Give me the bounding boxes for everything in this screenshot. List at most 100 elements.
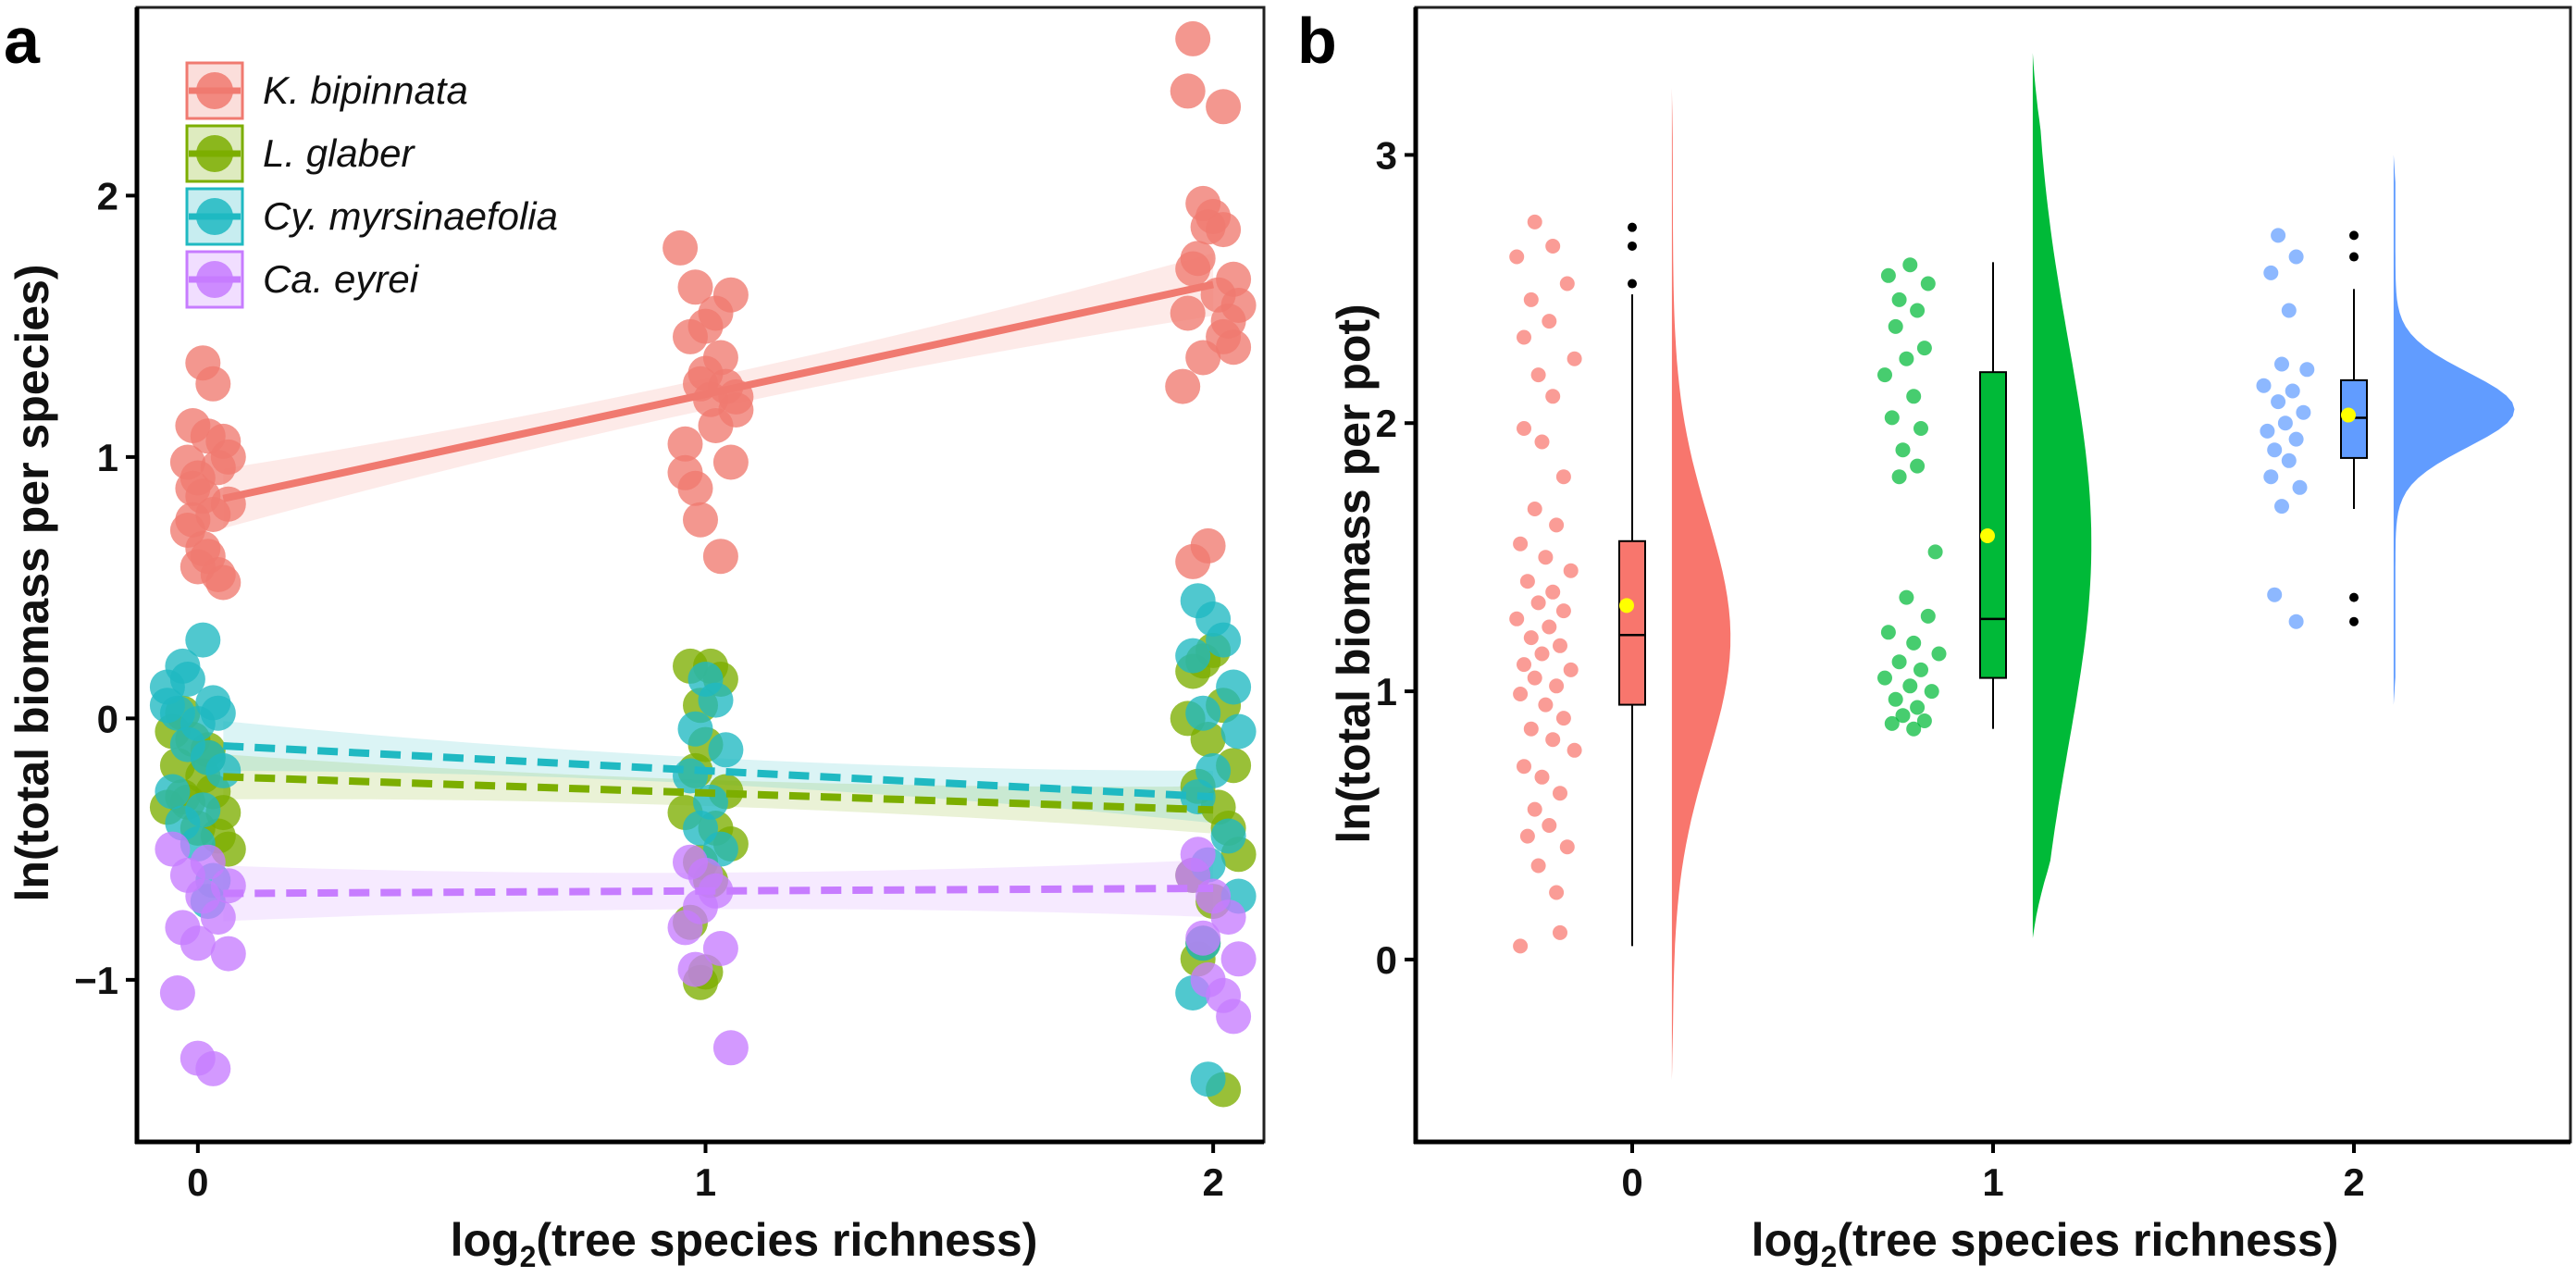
rain-point-0-1: [1545, 239, 1561, 254]
outlier-2-0: [2349, 252, 2359, 262]
point-0-52: [1170, 295, 1206, 331]
point-2-30: [1216, 669, 1252, 705]
panel-b: b 0 1 2 0 1 2 3 ln(total biomass per pot) log2…: [1297, 5, 2572, 1273]
rain-point-1-5: [1888, 318, 1903, 334]
rain-point-2-18: [2267, 587, 2283, 602]
rain-point-1-15: [1927, 544, 1943, 560]
point-3-27: [1216, 998, 1252, 1035]
rain-point-0-17: [1563, 563, 1579, 578]
point-1-35: [1190, 722, 1226, 757]
rain-point-0-45: [1549, 885, 1565, 900]
panel-b-boxplots: [1618, 222, 2368, 947]
point-2-21: [708, 732, 744, 768]
rain-point-2-15: [2263, 469, 2279, 485]
rain-point-0-0: [1527, 214, 1542, 229]
rain-point-0-21: [1555, 603, 1571, 619]
rain-point-2-13: [2267, 442, 2283, 458]
rain-point-0-30: [1549, 678, 1565, 694]
rain-point-1-29: [1916, 713, 1932, 728]
y-tick-label-2: 1: [97, 436, 118, 479]
fit-line-1: [223, 773, 1214, 814]
rain-point-0-19: [1545, 584, 1561, 600]
rain-point-0-43: [1559, 839, 1575, 855]
rain-point-0-15: [1513, 536, 1529, 552]
density-cloud-0: [1671, 88, 1731, 1081]
point-3-10: [190, 844, 226, 880]
rain-point-2-4: [2274, 356, 2289, 372]
point-0-56: [1165, 368, 1201, 404]
rain-point-0-27: [1517, 657, 1531, 673]
rain-point-0-34: [1523, 721, 1539, 737]
point-2-20: [677, 711, 713, 747]
rain-point-2-0: [2271, 228, 2286, 243]
density-cloud-2: [2393, 155, 2515, 705]
rain-point-0-42: [1519, 828, 1535, 844]
point-0-32: [698, 408, 734, 443]
point-0-46: [1206, 212, 1242, 248]
rain-point-0-37: [1517, 759, 1531, 775]
point-0-33: [712, 444, 749, 480]
rain-point-2-9: [2296, 404, 2311, 420]
panel-a-x-axis-title: log2(tree species richness): [451, 1214, 1038, 1273]
panel-a-y-axis-title: ln(total biomass per species): [6, 264, 58, 901]
fit-line-2: [223, 742, 1214, 801]
point-0-17: [175, 502, 211, 538]
outlier-2-2: [2349, 616, 2359, 626]
point-3-0: [155, 831, 191, 867]
rain-point-1-9: [1906, 389, 1922, 404]
legend-label-2: Cy. myrsinaefolia: [263, 194, 558, 238]
point-0-40: [1175, 20, 1211, 56]
point-2-33: [1195, 752, 1232, 788]
x-tick-label-1: 1: [695, 1160, 716, 1204]
rain-point-1-8: [1877, 367, 1892, 383]
y-tick-label-2: 2: [1376, 402, 1397, 445]
rain-point-1-19: [1906, 635, 1922, 651]
x-tick-label-0: 0: [1621, 1160, 1642, 1204]
point-0-20: [663, 229, 699, 266]
panel-b-density-clouds: [1671, 53, 2515, 1081]
rain-point-1-7: [1899, 351, 1914, 366]
point-2-19: [698, 682, 734, 718]
y-tick-label-3: 2: [97, 174, 118, 217]
legend-key-point-0: [196, 72, 233, 109]
point-2-28: [1206, 622, 1242, 658]
rain-point-2-19: [2288, 614, 2304, 629]
point-2-32: [1220, 713, 1257, 750]
legend-label-3: Ca. eyrei: [263, 257, 420, 301]
y-tick-label-1: 1: [1376, 670, 1397, 713]
mean-marker-1: [1980, 527, 1995, 543]
point-0-25: [687, 308, 724, 344]
rain-point-0-28: [1563, 662, 1579, 677]
x-tick-label-0: 0: [187, 1160, 208, 1204]
box-1: [1979, 371, 2007, 679]
point-0-4: [169, 444, 205, 480]
y-tick-label-1: 0: [97, 697, 118, 740]
rain-point-1-11: [1913, 421, 1928, 436]
rain-point-0-33: [1555, 711, 1571, 726]
rain-point-0-12: [1555, 469, 1571, 485]
point-0-21: [677, 269, 713, 305]
rain-point-0-23: [1542, 619, 1557, 635]
point-3-3: [200, 899, 236, 936]
rain-point-0-31: [1513, 687, 1529, 701]
ci-band-2: [223, 721, 1214, 824]
fit-line-3: [223, 884, 1214, 898]
rain-point-1-25: [1924, 684, 1939, 700]
rain-point-2-17: [2274, 499, 2289, 515]
point-0-35: [667, 454, 703, 490]
legend-key-point-3: [196, 261, 233, 298]
rain-point-0-13: [1527, 502, 1542, 516]
point-2-0: [185, 622, 221, 658]
point-2-29: [1175, 638, 1211, 674]
rain-point-0-44: [1530, 858, 1546, 874]
panel-a: a K. bipinnata L. glaber Cy. myrsinaefolia…: [4, 5, 1266, 1273]
rain-point-0-20: [1530, 595, 1546, 611]
point-0-37: [702, 539, 738, 575]
y-tick-label-3: 3: [1376, 133, 1397, 177]
panel-b-x-axis-title: log2(tree species richness): [1752, 1214, 2339, 1273]
rain-point-0-22: [1509, 611, 1525, 626]
point-0-55: [1185, 340, 1221, 376]
rain-point-1-28: [1895, 708, 1911, 724]
legend-key-point-2: [196, 198, 233, 235]
mean-marker-2: [2341, 407, 2356, 423]
